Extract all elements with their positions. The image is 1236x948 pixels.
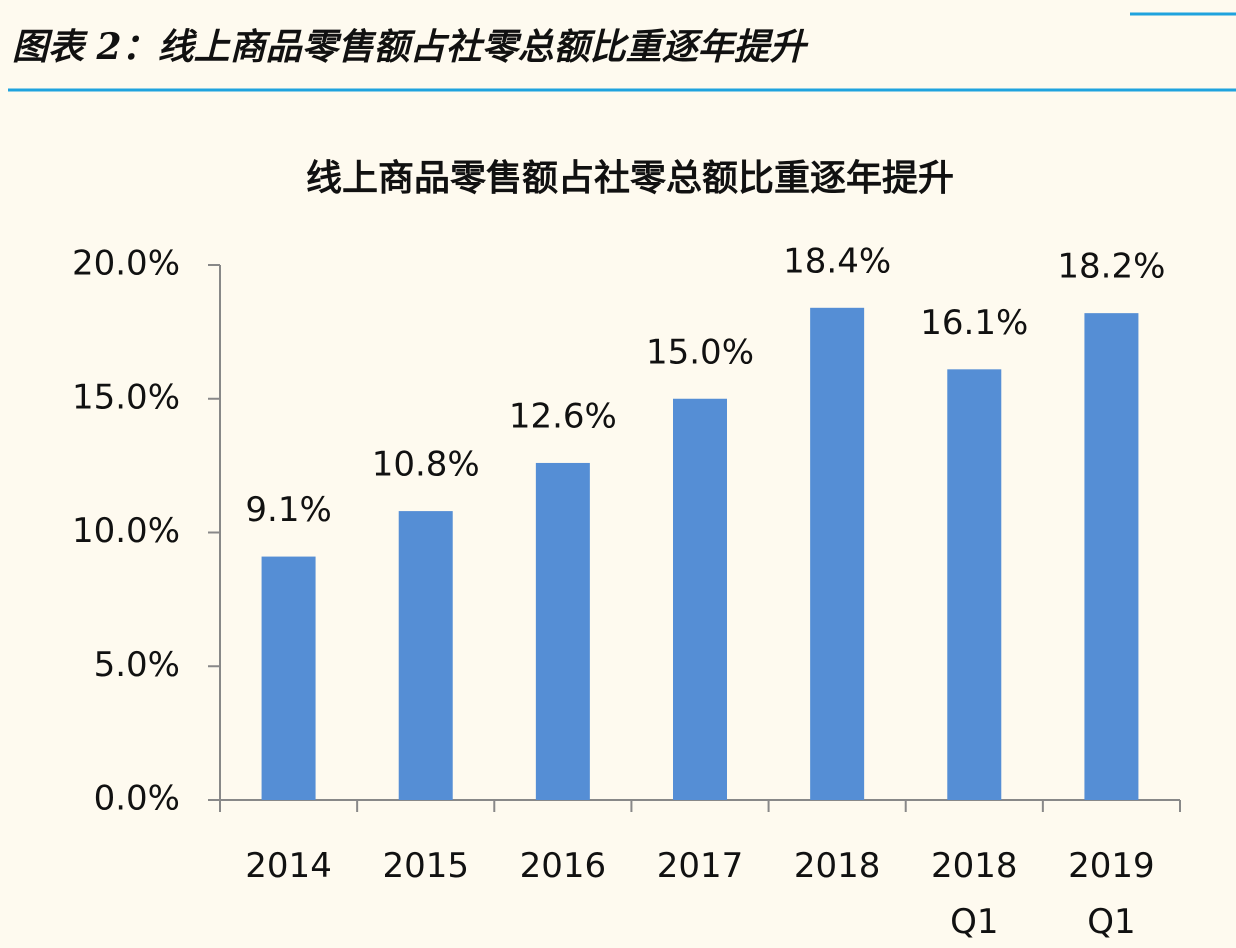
value-label: 18.2% xyxy=(1057,247,1165,287)
value-label: 10.8% xyxy=(372,445,480,485)
bar xyxy=(673,398,727,800)
value-label: 16.1% xyxy=(920,303,1028,343)
bar xyxy=(947,369,1002,800)
x-tick-label: 2017 xyxy=(656,846,744,886)
x-tick-label: 2016 xyxy=(519,846,607,886)
value-label: 9.1% xyxy=(245,490,331,530)
bar xyxy=(535,462,590,800)
chart-title: 线上商品零售额占社零总额比重逐年提升 xyxy=(306,158,954,199)
bar xyxy=(398,511,453,800)
value-label: 15.0% xyxy=(646,332,754,372)
y-tick-label: 15.0% xyxy=(72,377,180,417)
x-tick-label: 2014 xyxy=(245,846,332,886)
y-tick-label: 0.0% xyxy=(94,779,180,819)
x-tick-label: 2018 Q1 xyxy=(931,846,1018,942)
y-tick-label: 5.0% xyxy=(94,645,180,685)
bar xyxy=(261,556,316,800)
x-tick-label: 2015 xyxy=(382,846,469,886)
x-tick-label: 2018 xyxy=(793,846,881,886)
x-tick-label: 2019 Q1 xyxy=(1068,846,1155,942)
bar xyxy=(810,307,865,800)
y-tick-label: 20.0% xyxy=(72,244,180,284)
value-label: 12.6% xyxy=(509,396,617,436)
bar xyxy=(1084,313,1139,800)
value-label: 18.4% xyxy=(783,241,891,281)
figure-caption: 图表 2：线上商品零售额占社零总额比重逐年提升 xyxy=(12,26,806,68)
y-tick-label: 10.0% xyxy=(72,511,180,551)
